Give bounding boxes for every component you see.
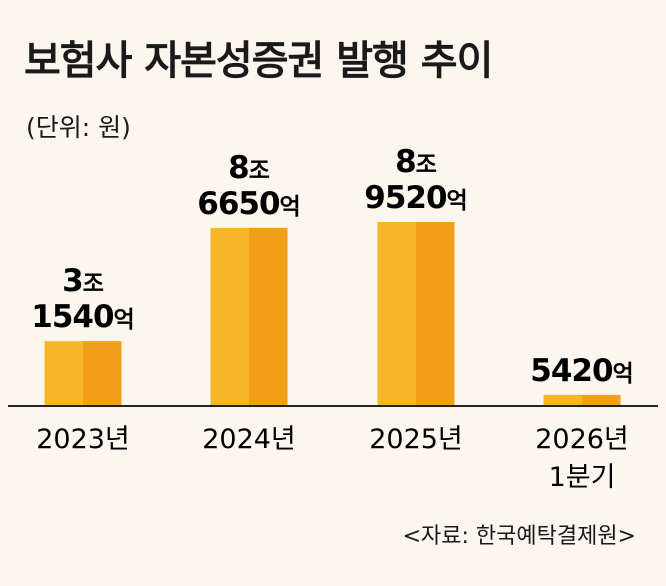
bar-0-right bbox=[83, 341, 122, 406]
chart-title: 보험사 자본성증권 발행 추이 bbox=[24, 38, 493, 84]
value-label-0-0: 3조 bbox=[62, 263, 104, 299]
value-label-0-1: 1540억 bbox=[31, 299, 134, 335]
bar-3-left bbox=[543, 394, 582, 406]
bar-1-left bbox=[210, 227, 249, 406]
bar-2-left bbox=[377, 222, 416, 406]
value-label-2-1: 9520억 bbox=[364, 180, 467, 216]
value-label-1-0: 8조 bbox=[228, 150, 270, 186]
bar-1-right bbox=[249, 227, 288, 406]
x-label-1-0: 2024년 bbox=[202, 424, 296, 455]
x-labels-group: 2023년 2024년 2025년 2026년 1분기 bbox=[36, 424, 629, 493]
x-label-2-0: 2025년 bbox=[369, 424, 463, 455]
bar-2-right bbox=[416, 222, 455, 406]
value-label-2-0: 8조 bbox=[395, 144, 437, 180]
x-label-3-1: 1분기 bbox=[549, 462, 616, 493]
x-label-0-0: 2023년 bbox=[36, 424, 130, 455]
value-label-3-0: 5420억 bbox=[530, 353, 633, 389]
bar-0-left bbox=[44, 341, 83, 406]
value-label-1-1: 6650억 bbox=[197, 186, 300, 222]
unit-label: (단위: 원) bbox=[26, 113, 131, 142]
bars-group bbox=[44, 222, 621, 406]
source-note: <자료: 한국예탁결제원> bbox=[402, 524, 636, 549]
x-label-3-0: 2026년 bbox=[535, 424, 629, 455]
bar-3-right bbox=[582, 394, 621, 406]
